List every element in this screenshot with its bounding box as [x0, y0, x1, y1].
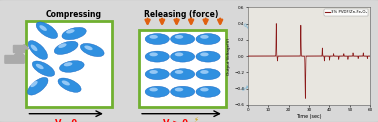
- Ellipse shape: [62, 27, 86, 40]
- Polygon shape: [13, 45, 24, 52]
- Text: V > 0: V > 0: [163, 119, 188, 122]
- Ellipse shape: [149, 88, 158, 92]
- Ellipse shape: [64, 62, 73, 66]
- Ellipse shape: [31, 45, 37, 51]
- Ellipse shape: [145, 51, 169, 62]
- Text: Compressing: Compressing: [46, 10, 102, 20]
- FancyBboxPatch shape: [26, 21, 112, 107]
- Ellipse shape: [200, 35, 209, 39]
- Text: ⚡: ⚡: [194, 117, 198, 122]
- Y-axis label: Output Voltage(V): Output Voltage(V): [227, 38, 231, 75]
- Legend: 3% PVDF/Zn-Fe₂O₃: 3% PVDF/Zn-Fe₂O₃: [324, 9, 369, 16]
- Ellipse shape: [175, 88, 183, 92]
- Text: Output Voltage: Output Voltage: [242, 70, 271, 92]
- Ellipse shape: [170, 34, 195, 45]
- Ellipse shape: [149, 52, 158, 56]
- Ellipse shape: [28, 41, 48, 59]
- Ellipse shape: [200, 52, 209, 56]
- Ellipse shape: [200, 88, 209, 92]
- Ellipse shape: [36, 22, 57, 39]
- Text: V= 0: V= 0: [55, 119, 77, 122]
- Ellipse shape: [58, 43, 67, 48]
- Ellipse shape: [149, 35, 158, 39]
- Ellipse shape: [145, 86, 169, 97]
- Ellipse shape: [66, 29, 74, 34]
- Ellipse shape: [54, 41, 78, 54]
- Ellipse shape: [170, 86, 195, 97]
- Ellipse shape: [175, 70, 183, 74]
- Ellipse shape: [196, 51, 220, 62]
- Polygon shape: [5, 52, 24, 63]
- Ellipse shape: [175, 52, 183, 56]
- Text: Releasing (force): Releasing (force): [144, 10, 218, 20]
- Ellipse shape: [170, 69, 195, 80]
- Ellipse shape: [170, 51, 195, 62]
- Ellipse shape: [175, 35, 183, 39]
- Ellipse shape: [145, 69, 169, 80]
- Ellipse shape: [200, 70, 209, 74]
- Ellipse shape: [81, 43, 104, 57]
- Ellipse shape: [28, 77, 48, 95]
- X-axis label: Time (sec): Time (sec): [296, 114, 322, 119]
- Ellipse shape: [196, 69, 220, 80]
- Ellipse shape: [59, 61, 84, 72]
- Ellipse shape: [196, 86, 220, 97]
- Ellipse shape: [39, 25, 47, 31]
- Ellipse shape: [149, 70, 158, 74]
- Ellipse shape: [62, 81, 70, 85]
- FancyBboxPatch shape: [139, 30, 226, 107]
- Ellipse shape: [84, 46, 93, 50]
- Ellipse shape: [196, 34, 220, 45]
- Text: Output Voltage: Output Voltage: [242, 22, 271, 45]
- Ellipse shape: [58, 78, 81, 92]
- Ellipse shape: [36, 64, 43, 69]
- Ellipse shape: [31, 81, 38, 87]
- Polygon shape: [21, 45, 29, 49]
- Ellipse shape: [145, 34, 169, 45]
- Ellipse shape: [32, 61, 55, 76]
